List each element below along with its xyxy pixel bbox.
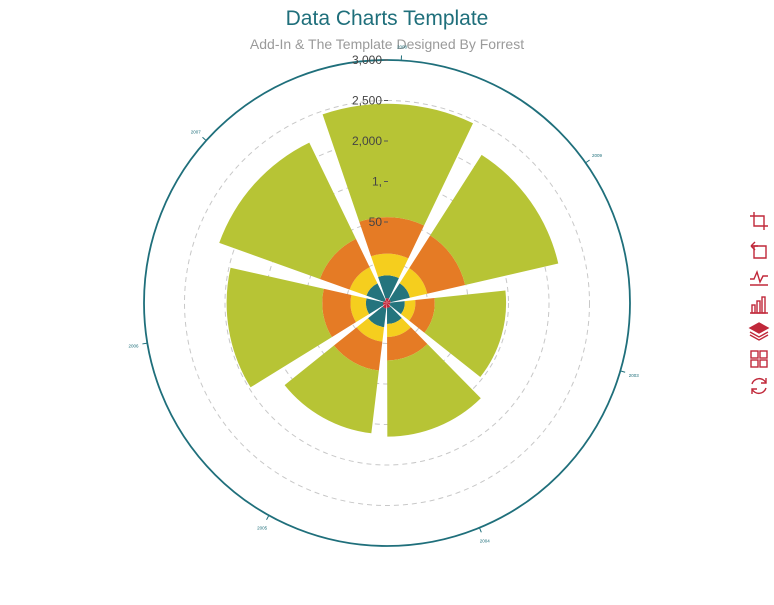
bar-segment-2005-s5 — [284, 345, 379, 434]
bar-segment-2007-s1 — [383, 300, 387, 303]
zoom-reset-icon[interactable] — [748, 238, 770, 260]
bar-segment-2009-s4 — [409, 235, 466, 294]
bar-segment-2007-s3 — [349, 267, 378, 296]
category-tick — [142, 342, 148, 345]
line-chart-icon[interactable] — [748, 265, 770, 287]
bar-segment-2006-s2 — [365, 298, 384, 315]
bar-segment-2004-s4 — [387, 327, 428, 361]
bar-segment-2005-s1 — [382, 303, 387, 309]
category-label: 2008 — [397, 44, 408, 49]
category-tick — [266, 515, 270, 520]
bar-segment-2007-s4 — [319, 238, 370, 290]
category-tick — [202, 136, 207, 141]
category-tick — [620, 370, 626, 373]
grid-circle — [224, 140, 550, 466]
bar-segment-2005-s4 — [333, 327, 383, 371]
category-tick — [478, 527, 482, 533]
bar-segment-2008-s2 — [378, 275, 399, 299]
bar-segment-2003-s3 — [400, 300, 416, 321]
bar-segment-2009-s2 — [389, 283, 410, 303]
bar-segment-2004-s3 — [387, 318, 411, 338]
bar-segment-2006-s3 — [350, 294, 370, 323]
zoom-icon[interactable] — [748, 210, 770, 232]
radius-tick-label: 50 — [369, 215, 383, 229]
bar-segment-2004-s5 — [387, 343, 481, 437]
category-label: 2007 — [191, 129, 202, 134]
bar-chart-icon[interactable] — [748, 293, 770, 315]
bar-segment-2008-s1 — [385, 298, 390, 303]
bar-segment-2008-s3 — [371, 253, 409, 279]
chart-toolbox — [748, 210, 770, 403]
bar-segment-2007-s5 — [219, 142, 356, 279]
bar-segment-2005-s2 — [368, 306, 387, 328]
bar-segment-2009-s3 — [399, 268, 428, 298]
bar-segment-2009-s5 — [430, 154, 559, 285]
bar-segment-2004-s1 — [387, 303, 391, 308]
radius-tick-label: 2,500 — [352, 94, 382, 108]
category-label: 2004 — [480, 539, 491, 544]
category-tick — [585, 159, 590, 164]
category-label: 2003 — [629, 373, 640, 378]
bar-segment-2003-s2 — [389, 301, 405, 315]
radius-tick-label: 2,000 — [352, 134, 382, 148]
chart-subtitle: Add-In & The Template Designed By Forres… — [249, 36, 525, 52]
category-label: 2005 — [257, 526, 268, 531]
bar-segment-2008-s5 — [322, 103, 474, 226]
bar-segment-2003-s1 — [387, 302, 391, 306]
category-label: 2009 — [592, 153, 603, 158]
bar-segment-2006-s4 — [322, 288, 356, 338]
bar-segment-2004-s2 — [387, 306, 402, 325]
tiled-icon[interactable] — [748, 348, 770, 370]
category-label: 2006 — [129, 343, 140, 348]
bar-segment-2003-s4 — [409, 298, 435, 333]
radius-tick-label: 3,000 — [352, 53, 382, 67]
bar-segment-2009-s1 — [387, 299, 391, 303]
bar-segment-2006-s5 — [226, 267, 332, 388]
bar-segment-2008-s4 — [359, 217, 425, 259]
bar-segment-2006-s1 — [382, 302, 387, 306]
bar-segment-2007-s2 — [366, 283, 386, 302]
grid-circle — [184, 100, 590, 506]
restore-icon[interactable] — [748, 375, 770, 397]
bar-segment-2005-s3 — [356, 318, 385, 342]
chart-title: Data Charts Template — [285, 7, 489, 30]
bar-segment-2003-s5 — [424, 290, 507, 378]
stack-icon[interactable] — [748, 320, 770, 342]
radius-tick-label: 1, — [372, 175, 382, 189]
